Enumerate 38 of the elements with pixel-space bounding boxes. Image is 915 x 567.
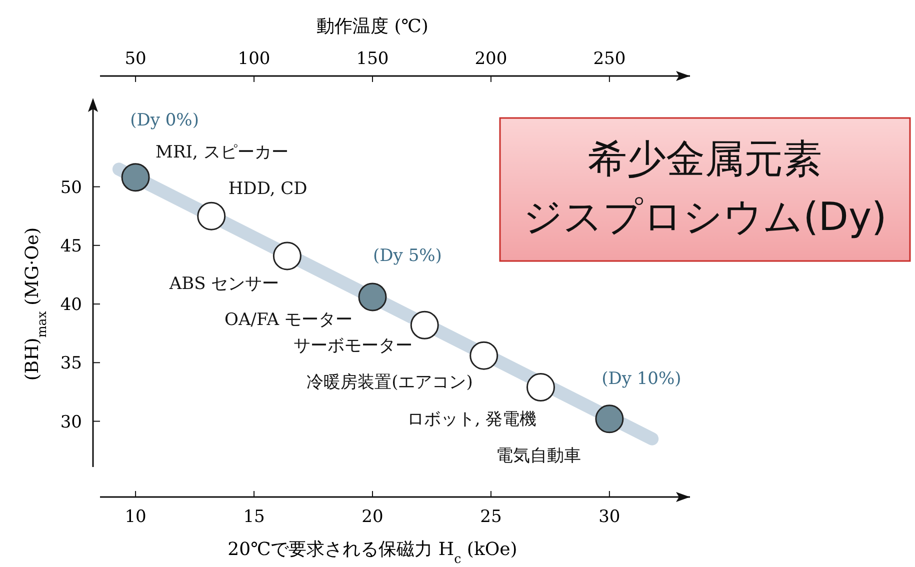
x2-tick-label: 100 <box>238 49 270 69</box>
x2-tick-label: 150 <box>356 49 389 69</box>
y-tick-label: 35 <box>60 354 82 374</box>
x-axis-title: 20℃で要求される保磁力 H$_{c}$ (kOe) <box>228 539 518 566</box>
annotation: MRI, スピーカー <box>156 142 288 162</box>
annotation: 希少金属元素 <box>588 137 822 182</box>
annotation: サーボモーター <box>294 336 413 356</box>
point <box>526 373 555 402</box>
point <box>272 242 302 270</box>
x-tick-label: 10 <box>124 507 146 527</box>
point <box>470 341 498 370</box>
y-tick-label: 50 <box>60 178 82 198</box>
annotation: ジスプロシウム(Dy) <box>523 195 887 240</box>
point <box>595 404 624 434</box>
x2-tick-label: 250 <box>593 49 626 69</box>
point <box>197 202 226 230</box>
x2-tick-label: 50 <box>124 49 146 69</box>
x2-tick-label: 200 <box>474 49 508 69</box>
y-tick-label: 45 <box>60 236 82 256</box>
point <box>410 310 439 340</box>
annotation: HDD, CD <box>228 179 308 200</box>
annotation: ロボット, 発電機 <box>406 409 537 430</box>
x-tick-label: 20 <box>362 507 384 527</box>
annotation: (Dy 10%) <box>602 368 682 389</box>
point <box>358 282 387 312</box>
x2-axis-title: 動作温度 (℃) <box>316 16 428 37</box>
annotation: OA/FA モーター <box>224 310 352 330</box>
annotation: 電気自動車 <box>496 446 581 466</box>
annotation: ABS センサー <box>168 274 280 294</box>
y-tick-label: 30 <box>60 412 82 432</box>
annotation: (Dy 5%) <box>373 246 442 266</box>
x-tick-label: 15 <box>243 507 265 527</box>
annotation: 冷暖房装置(エアコン) <box>306 372 473 393</box>
x-tick-label: 30 <box>598 507 620 527</box>
annotation: (Dy 0%) <box>130 110 199 130</box>
point <box>121 163 150 192</box>
x-tick-label: 25 <box>480 507 502 527</box>
y-tick-label: 40 <box>60 295 82 316</box>
